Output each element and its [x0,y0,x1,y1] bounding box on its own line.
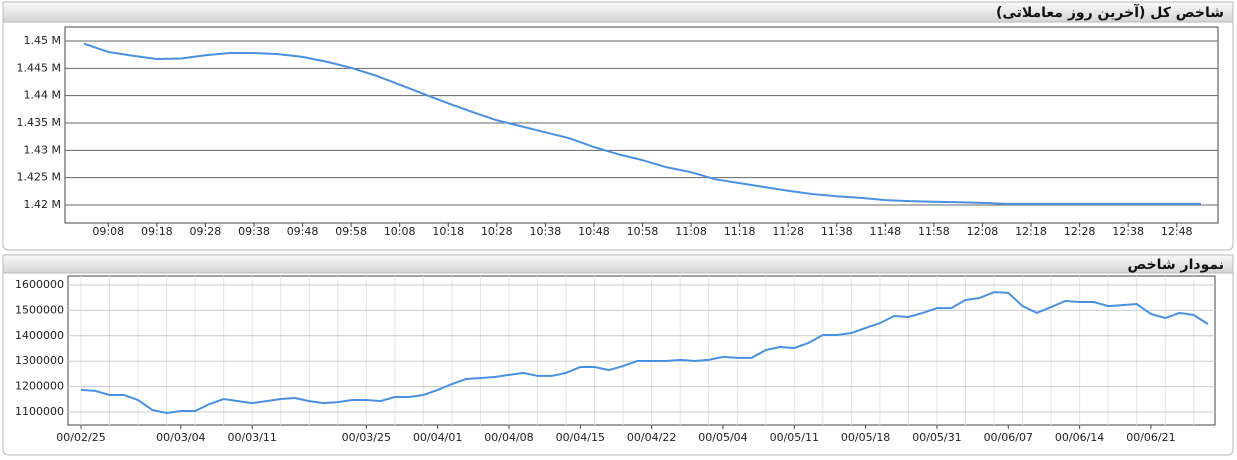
x-tick-label: 00/04/01 [413,431,462,444]
y-tick-label: 1.44 M [24,89,61,102]
x-tick-label: 12:48 [1161,225,1193,238]
panel-header [2,254,1234,274]
x-tick-label: 10:48 [578,225,610,238]
x-tick-label: 00/04/08 [484,431,533,444]
y-tick-label: 1100000 [15,405,64,418]
y-tick-label: 1.445 M [17,61,61,74]
x-tick-label: 00/06/07 [984,431,1033,444]
data-line [80,291,1209,415]
x-tick-label: 12:18 [1015,225,1047,238]
x-tick-label: 00/04/22 [627,431,676,444]
x-tick-label: 11:38 [821,225,853,238]
x-tick-label: 10:58 [627,225,659,238]
x-tick-label: 10:18 [432,225,464,238]
x-tick-label: 09:18 [141,225,173,238]
x-tick-label: 00/04/15 [556,431,605,444]
x-tick-label: 00/05/11 [770,431,819,444]
x-tick-label: 09:08 [92,225,124,238]
x-tick-label: 10:38 [530,225,562,238]
y-tick-label: 1.435 M [17,116,61,129]
x-tick-label: 11:28 [772,225,804,238]
x-tick-label: 00/03/04 [156,431,205,444]
y-tick-label: 1.45 M [24,34,61,47]
x-tick-label: 00/02/25 [56,431,105,444]
x-tick-label: 09:58 [335,225,367,238]
x-tick-label: 11:58 [918,225,950,238]
x-tick-label: 00/06/21 [1126,431,1175,444]
x-tick-label: 00/05/31 [912,431,961,444]
plot-area [67,275,1216,426]
panel-header [2,1,1234,23]
x-tick-label: 11:08 [675,225,707,238]
plot-area [64,26,1219,224]
x-tick-label: 00/03/11 [227,431,276,444]
x-tick-label: 12:38 [1112,225,1144,238]
x-tick-label: 10:28 [481,225,513,238]
x-tick-label: 12:08 [967,225,999,238]
x-tick-label: 09:28 [190,225,222,238]
y-tick-label: 1500000 [15,303,64,316]
x-tick-label: 12:28 [1064,225,1096,238]
x-tick-label: 00/05/18 [841,431,890,444]
x-tick-label: 00/05/04 [698,431,747,444]
x-tick-label: 11:48 [869,225,901,238]
y-tick-label: 1.425 M [17,171,61,184]
y-tick-label: 1600000 [15,278,64,291]
x-tick-label: 10:08 [384,225,416,238]
x-tick-label: 11:18 [724,225,756,238]
x-tick-label: 09:38 [238,225,270,238]
x-tick-label: 00/06/14 [1055,431,1104,444]
panel-title: نمودار شاخص [1127,257,1224,273]
y-tick-label: 1400000 [15,329,64,342]
x-tick-label: 00/03/25 [342,431,391,444]
y-tick-label: 1.43 M [24,143,61,156]
y-tick-label: 1300000 [15,354,64,367]
panel-title: شاخص کل (آخرین روز معاملاتی) [996,3,1224,21]
x-tick-label: 09:48 [287,225,319,238]
data-line [83,42,1201,205]
y-tick-label: 1.42 M [24,198,61,211]
y-tick-label: 1200000 [15,380,64,393]
